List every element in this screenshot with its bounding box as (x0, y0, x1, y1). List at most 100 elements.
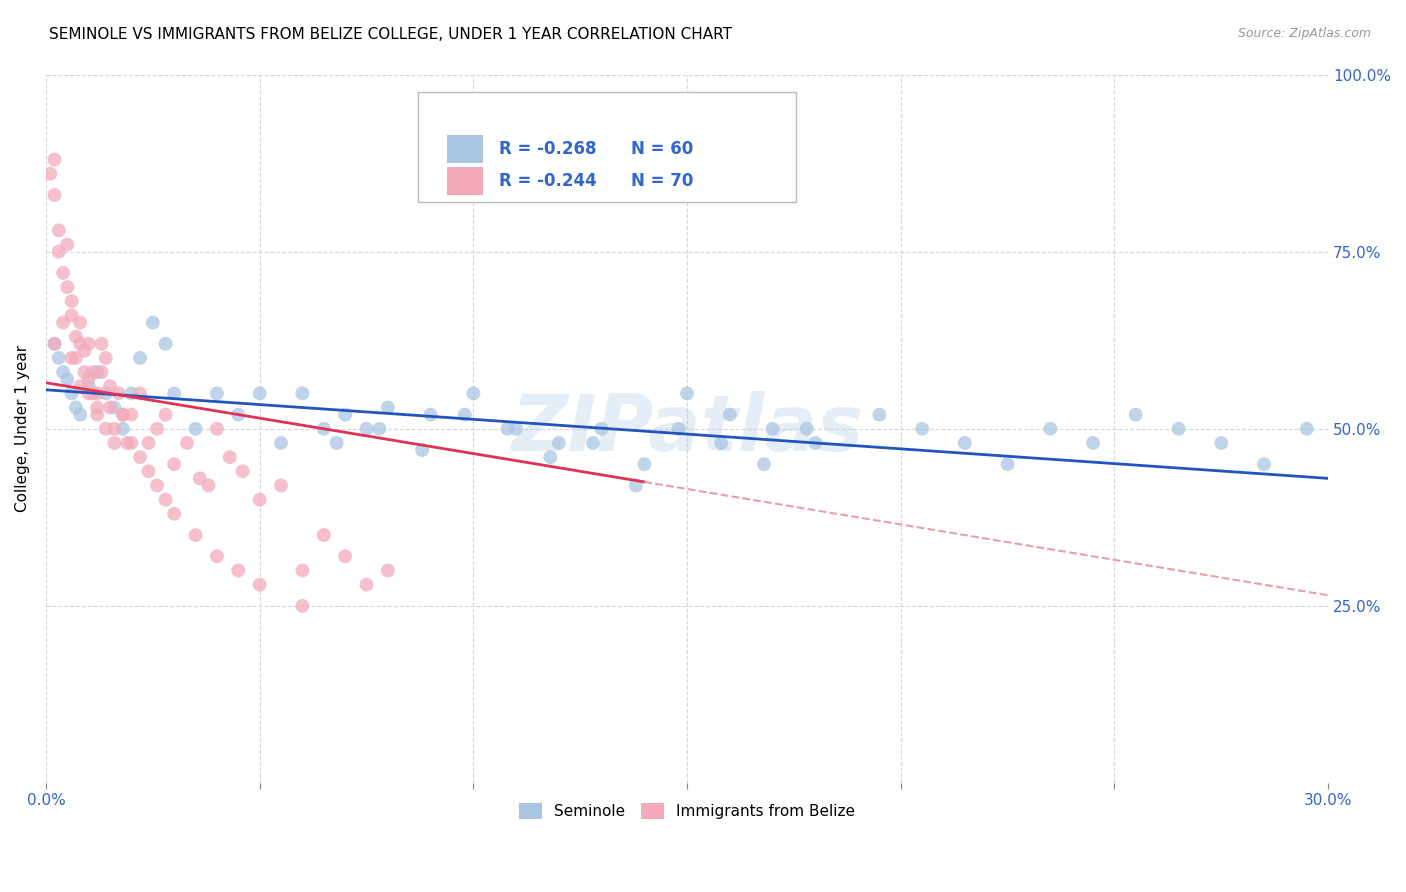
Point (48, 223, 70, 237)
Point (155, 408, 177, 422)
Point (129, 351, 152, 365)
Point (77, 379, 100, 393)
Point (73, 365, 96, 379)
Point (249, 492, 271, 507)
Point (86, 365, 108, 379)
Point (205, 549, 228, 564)
Point (582, 436, 605, 450)
Point (232, 464, 254, 478)
Point (205, 386, 228, 401)
Point (56, 280, 79, 294)
Point (60, 386, 83, 401)
Point (804, 436, 827, 450)
Point (69, 408, 91, 422)
Point (710, 436, 733, 450)
Point (146, 422, 169, 436)
Point (138, 436, 160, 450)
Point (103, 422, 125, 436)
Point (312, 528, 335, 542)
Point (69, 316, 91, 330)
Point (129, 450, 152, 464)
Point (356, 422, 378, 436)
Text: R = -0.268: R = -0.268 (499, 140, 596, 158)
Point (82, 386, 104, 401)
Point (52, 365, 75, 379)
Point (205, 422, 228, 436)
Point (155, 336, 177, 351)
Point (48, 244, 70, 259)
Point (752, 457, 775, 471)
Point (1211, 436, 1233, 450)
Point (77, 386, 100, 401)
Point (120, 386, 142, 401)
Text: Source: ZipAtlas.com: Source: ZipAtlas.com (1237, 27, 1371, 40)
Point (1039, 422, 1062, 436)
Point (997, 457, 1019, 471)
Point (103, 436, 125, 450)
Point (1295, 422, 1317, 436)
Point (155, 492, 177, 507)
Point (69, 379, 91, 393)
Point (163, 386, 186, 401)
Point (142, 316, 165, 330)
Point (291, 564, 314, 578)
Point (73, 343, 96, 358)
Point (176, 436, 198, 450)
Point (1081, 436, 1104, 450)
Point (325, 436, 347, 450)
Point (86, 408, 108, 422)
Point (419, 408, 441, 422)
Point (868, 408, 890, 422)
Point (796, 422, 818, 436)
Point (668, 422, 690, 436)
Point (56, 372, 79, 386)
Point (44, 336, 66, 351)
Point (291, 386, 314, 401)
Point (761, 422, 783, 436)
Y-axis label: College, Under 1 year: College, Under 1 year (15, 345, 30, 512)
Point (90, 336, 112, 351)
Point (98, 401, 121, 415)
Point (163, 507, 186, 521)
Bar (447, 167, 484, 195)
Point (226, 408, 249, 422)
Point (218, 450, 240, 464)
Point (115, 436, 138, 450)
Point (454, 408, 477, 422)
Point (538, 450, 561, 464)
Point (197, 478, 219, 492)
Text: ZIPatlas: ZIPatlas (510, 391, 863, 467)
Point (94, 422, 117, 436)
Point (1253, 457, 1275, 471)
Point (591, 422, 613, 436)
Point (547, 436, 569, 450)
Point (411, 443, 433, 458)
Text: SEMINOLE VS IMMIGRANTS FROM BELIZE COLLEGE, UNDER 1 YEAR CORRELATION CHART: SEMINOLE VS IMMIGRANTS FROM BELIZE COLLE… (49, 27, 733, 42)
Point (44, 336, 66, 351)
Point (270, 478, 292, 492)
Point (103, 401, 125, 415)
Point (249, 386, 271, 401)
Text: N = 60: N = 60 (631, 140, 693, 158)
Point (44, 153, 66, 167)
Point (184, 528, 207, 542)
Point (505, 422, 527, 436)
Point (107, 386, 129, 401)
Point (377, 401, 399, 415)
Point (77, 336, 100, 351)
Point (60, 351, 83, 365)
Point (77, 372, 100, 386)
FancyBboxPatch shape (418, 92, 796, 202)
Point (86, 401, 108, 415)
Point (333, 549, 356, 564)
Point (953, 436, 976, 450)
Point (111, 408, 134, 422)
Point (94, 386, 117, 401)
Point (65, 351, 87, 365)
Text: N = 70: N = 70 (631, 172, 693, 190)
Point (44, 188, 66, 202)
Point (312, 422, 335, 436)
Point (138, 464, 160, 478)
Legend: Seminole, Immigrants from Belize: Seminole, Immigrants from Belize (513, 797, 860, 825)
Point (333, 408, 356, 422)
